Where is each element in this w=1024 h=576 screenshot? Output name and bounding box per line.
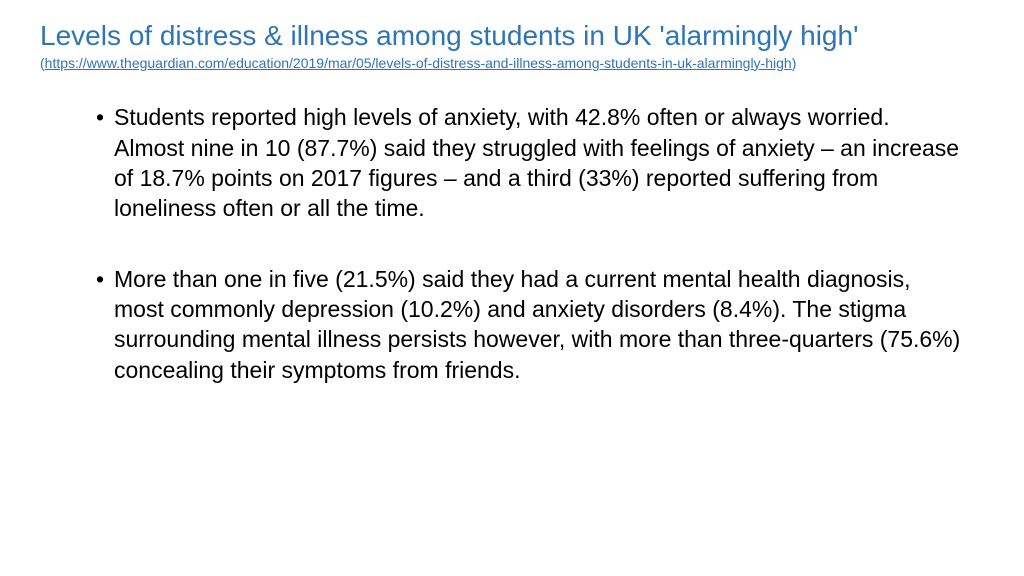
bullet-text: More than one in five (21.5%) said they … xyxy=(114,264,964,385)
title-block: Levels of distress & illness among stude… xyxy=(40,18,984,74)
slide-title: Levels of distress & illness among stude… xyxy=(40,20,858,51)
bullet-list: • Students reported high levels of anxie… xyxy=(40,102,984,385)
slide: Levels of distress & illness among stude… xyxy=(0,0,1024,576)
bullet-dot-icon: • xyxy=(96,102,114,223)
paren-close: ) xyxy=(792,55,797,71)
list-item: • More than one in five (21.5%) said the… xyxy=(96,264,964,385)
source-link[interactable]: https://www.theguardian.com/education/20… xyxy=(45,55,792,71)
list-item: • Students reported high levels of anxie… xyxy=(96,102,964,223)
bullet-text: Students reported high levels of anxiety… xyxy=(114,102,964,223)
bullet-dot-icon: • xyxy=(96,264,114,385)
